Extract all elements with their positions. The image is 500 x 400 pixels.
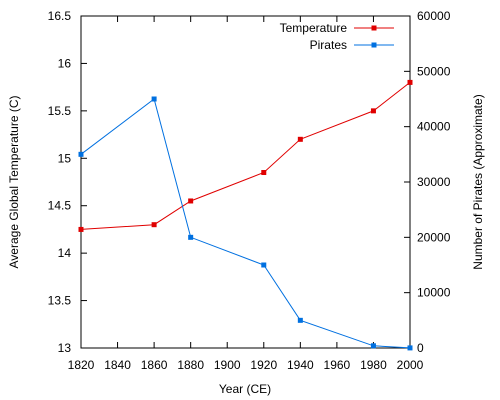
y-left-tick-label: 15 [58,151,72,165]
temperature-data-point [407,79,413,85]
pirates-data-point [370,343,376,349]
y-right-tick-label: 60000 [417,9,451,23]
pirates-data-point [188,234,194,240]
series-group [78,79,413,351]
temperature-series-line [80,82,411,230]
pirates-data-point [297,317,303,323]
temperature-data-point [151,222,157,228]
x-axis-ticks: 1820 1840 1860 1880 1900 1920 1940 1960 1980 2000 [68,16,424,372]
y-right-axis-ticks: 0 10000 20000 30000 40000 50000 60000 [404,9,451,355]
x-tick-label: 1900 [214,358,241,372]
x-tick-label: 2000 [397,358,424,372]
temperature-data-point [370,108,376,114]
x-tick-label: 1920 [250,358,277,372]
y-left-tick-label: 16 [58,56,72,70]
y-left-tick-label: 15.5 [48,104,72,118]
y-right-axis-title: Number of Pirates (Approximate) [471,94,485,269]
y-right-tick-label: 50000 [417,64,451,78]
x-tick-label: 1860 [141,358,168,372]
legend: Temperature Pirates [280,21,394,52]
x-tick-label: 1960 [324,358,351,372]
y-right-tick-label: 10000 [417,286,451,300]
pirates-series-line [80,98,411,349]
x-tick-label: 1940 [287,358,314,372]
pirates-data-point [261,262,267,268]
pirates-data-point [151,96,157,102]
temperature-data-point [78,226,84,232]
pirates-data-point [407,345,413,351]
y-right-tick-label: 40000 [417,120,451,134]
x-tick-label: 1840 [104,358,131,372]
temperature-data-point [297,136,303,142]
legend-label-temperature: Temperature [280,21,348,35]
y-left-axis-ticks: 13 13.5 14 14.5 15 15.5 16 16.5 [48,9,87,355]
y-left-tick-label: 16.5 [48,9,72,23]
pirates-data-point [78,151,84,157]
plot-frame-group [80,15,411,349]
y-left-tick-label: 13 [58,341,72,355]
x-tick-label: 1880 [177,358,204,372]
temperature-data-point [188,198,194,204]
legend-label-pirates: Pirates [310,38,347,52]
x-tick-label: 1820 [68,358,95,372]
legend-marker-temperature [371,25,377,31]
y-left-tick-label: 14 [58,246,72,260]
y-left-axis-title: Average Global Temperature (C) [7,96,21,269]
y-right-tick-label: 0 [417,341,424,355]
y-right-tick-label: 20000 [417,230,451,244]
y-right-tick-label: 30000 [417,175,451,189]
x-axis-title: Year (CE) [219,382,271,396]
legend-marker-pirates [371,42,377,48]
y-left-tick-label: 14.5 [48,199,72,213]
x-tick-label: 1980 [360,358,387,372]
y-left-tick-label: 13.5 [48,294,72,308]
plot-frame [80,15,411,349]
temperature-data-point [261,170,267,176]
